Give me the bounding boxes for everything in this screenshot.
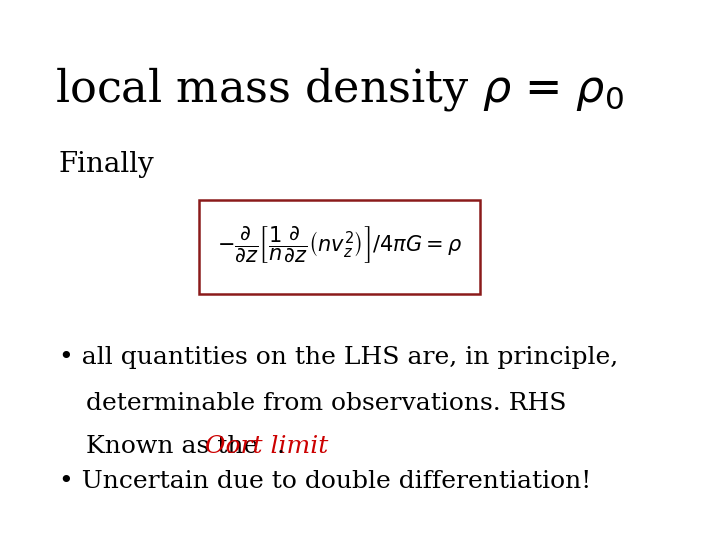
Text: Oort limit: Oort limit <box>204 435 328 458</box>
Text: Finally: Finally <box>59 151 155 178</box>
Text: $-\dfrac{\partial}{\partial z}\left[\dfrac{1}{n}\dfrac{\partial}{\partial z}\lef: $-\dfrac{\partial}{\partial z}\left[\dfr… <box>217 225 462 266</box>
Text: Known as the: Known as the <box>86 435 266 458</box>
Text: .: . <box>277 435 285 458</box>
Text: • Uncertain due to double differentiation!: • Uncertain due to double differentiatio… <box>59 470 591 493</box>
Text: local mass density $\rho$ = $\rho_0$: local mass density $\rho$ = $\rho_0$ <box>55 65 624 113</box>
Text: • all quantities on the LHS are, in principle,: • all quantities on the LHS are, in prin… <box>59 346 618 369</box>
Text: determinable from observations. RHS: determinable from observations. RHS <box>86 392 566 415</box>
